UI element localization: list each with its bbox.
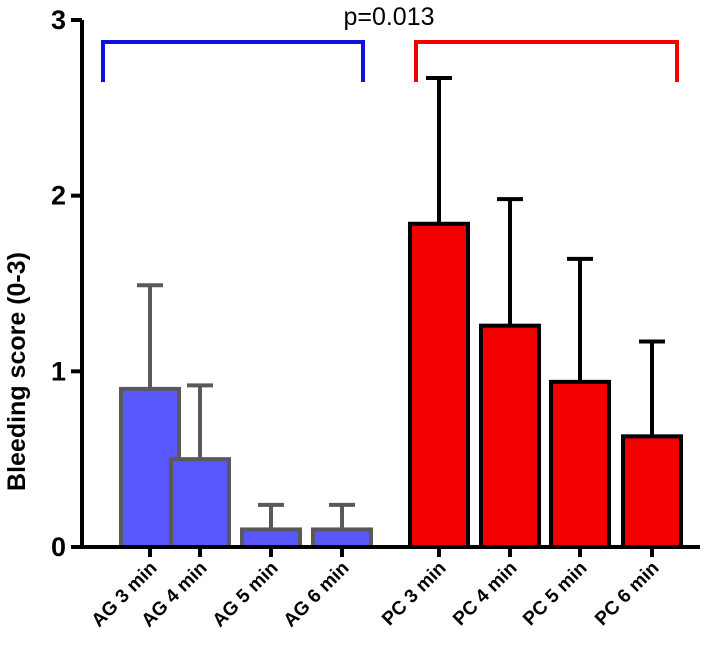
x-tick-label: AG 6 min bbox=[280, 558, 354, 632]
bar bbox=[479, 323, 541, 549]
x-tick-label: AG 5 min bbox=[209, 558, 283, 632]
comparison-brackets bbox=[101, 40, 679, 82]
x-tick-label: PC 3 min bbox=[378, 558, 450, 630]
y-tick-label: 1 bbox=[51, 356, 66, 386]
bar bbox=[240, 527, 302, 550]
y-tick-label: 3 bbox=[51, 5, 66, 35]
bracket-pc bbox=[414, 40, 679, 82]
p-value-annotation: p=0.013 bbox=[343, 3, 434, 31]
y-tick-label: 2 bbox=[51, 181, 66, 211]
bar bbox=[621, 434, 683, 549]
x-tick-label: PC 4 min bbox=[449, 558, 521, 630]
bars bbox=[119, 75, 683, 550]
x-tick-label: PC 5 min bbox=[519, 558, 591, 630]
x-tick-label: PC 6 min bbox=[591, 558, 663, 630]
y-axis-title: Bleeding score (0-3) bbox=[3, 252, 31, 491]
bracket-ag bbox=[101, 40, 365, 82]
bar bbox=[408, 221, 470, 549]
bar bbox=[549, 379, 611, 549]
bar bbox=[311, 527, 373, 550]
y-tick-label: 0 bbox=[51, 532, 66, 562]
y-axis: 0 1 2 3 bbox=[51, 5, 84, 562]
bar bbox=[169, 457, 231, 549]
